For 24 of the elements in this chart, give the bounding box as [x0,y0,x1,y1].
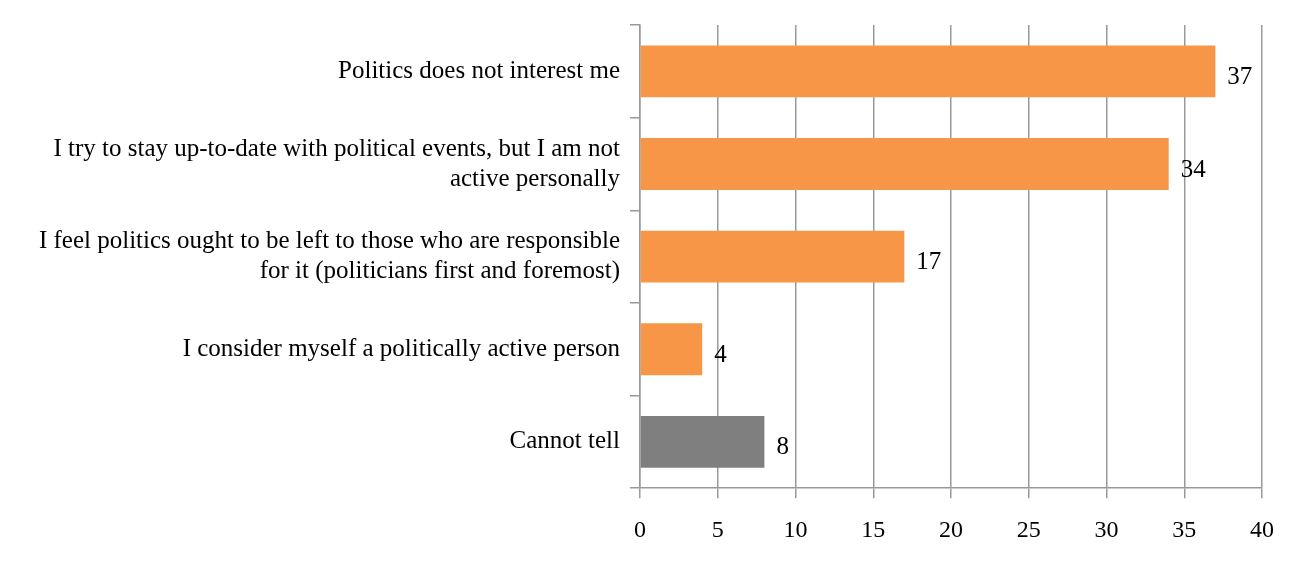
x-tick-label: 5 [711,515,724,542]
x-tick-label: 25 [1016,515,1041,542]
data-label: 4 [714,339,728,367]
x-tick-label: 10 [783,515,808,542]
bar [640,323,703,376]
bar [640,230,905,283]
y-tick-label: I consider myself a politically active person [182,333,621,361]
bar [640,138,1169,190]
bar [640,45,1216,98]
y-tick-label: Cannot tell [509,426,621,454]
x-tick-label: 30 [1094,515,1119,542]
x-tick-label: 40 [1250,515,1274,542]
y-tick-label: Politics does not interest me [338,55,620,83]
x-tick-label: 15 [861,515,886,542]
data-label: 34 [1180,154,1207,182]
y-tick-label: I feel politics ought to be left to those who are responsible for it (politicians first and foremost) [38,226,620,285]
data-label: 8 [776,432,789,460]
data-label: 17 [916,247,942,275]
x-tick-label: 20 [939,515,963,542]
x-tick-label: 0 [634,515,646,542]
bar [640,415,765,468]
data-label: 37 [1227,61,1253,89]
y-tick-label: I try to stay up-to-date with political events, but I am not active personally [53,133,621,191]
x-tick-label: 35 [1172,515,1197,542]
